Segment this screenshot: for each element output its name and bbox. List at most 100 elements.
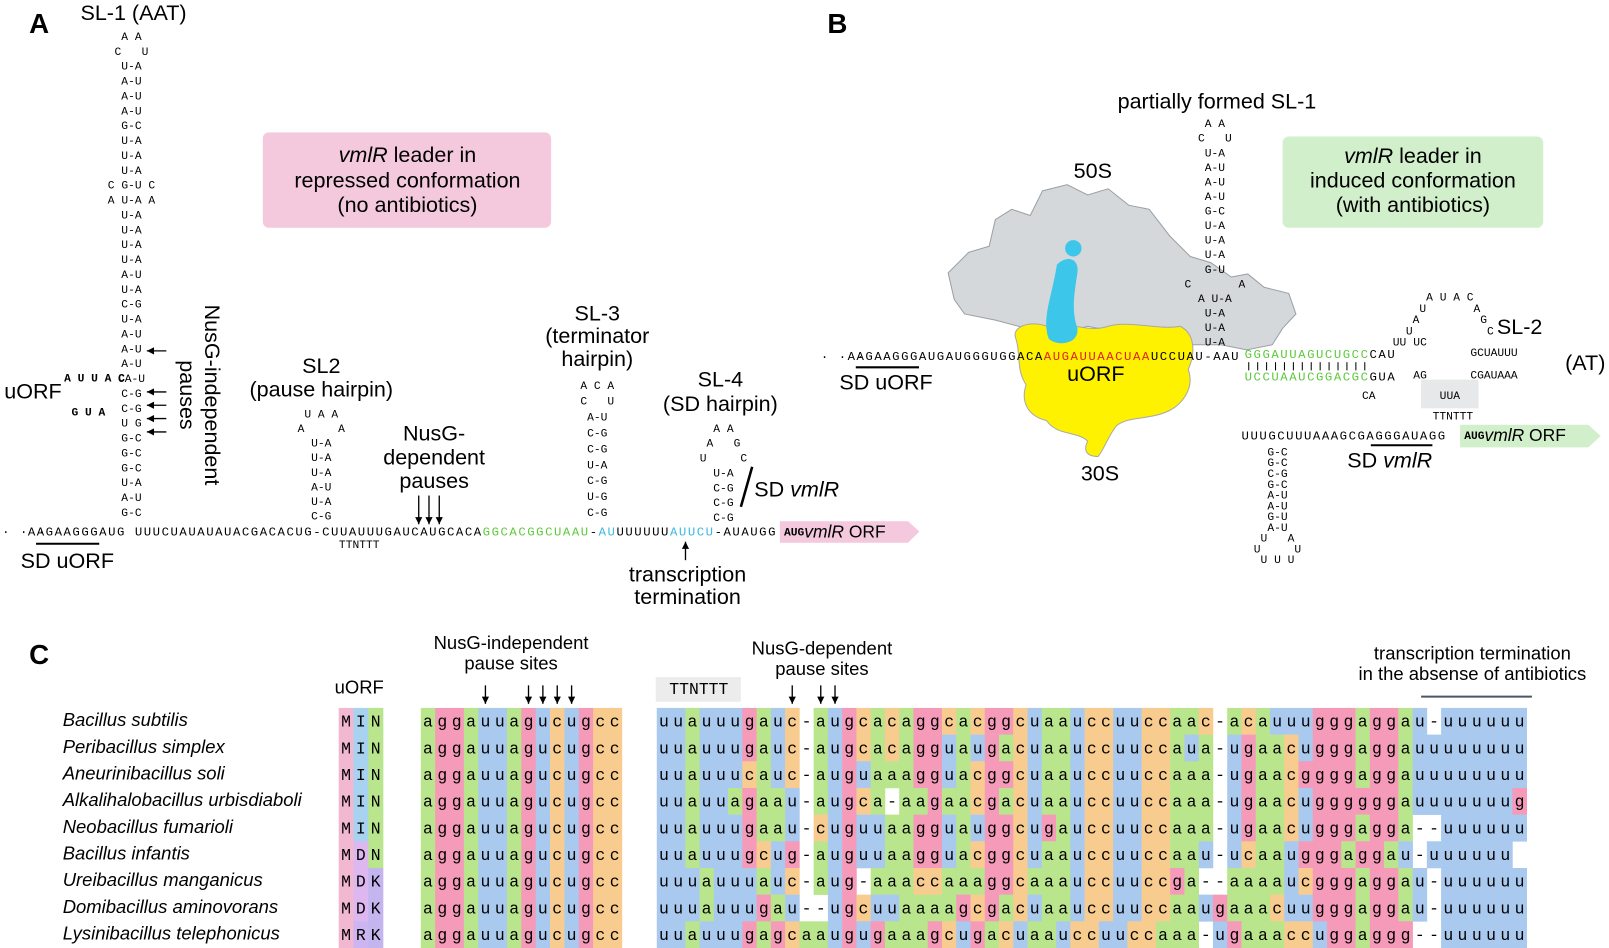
- alignment-cell: [656, 761, 672, 789]
- alignment-row: MDK: [341, 873, 381, 892]
- orf-label-part: ORF: [844, 521, 886, 541]
- alignment-cell: [420, 734, 436, 762]
- alignment-cell: [870, 707, 886, 735]
- sequence-segment: AUGAUUAACUAA: [1044, 350, 1151, 364]
- sd-label-part: vmlR: [790, 477, 839, 501]
- alignment-cell: [1327, 734, 1342, 762]
- alignment-cell: [463, 761, 479, 789]
- alignment-cell: [535, 867, 551, 895]
- alignment-cell: [1127, 787, 1142, 815]
- alignment-cell: [1155, 867, 1171, 895]
- alignment-cell: [1255, 787, 1271, 815]
- alignment-cell: [1284, 841, 1299, 869]
- alignment-cell: [1312, 867, 1328, 895]
- alignment-cell: [1455, 814, 1470, 842]
- alignment-cell: [956, 734, 971, 762]
- alignment-cell: [1170, 841, 1185, 869]
- alignment-row: uuauuagaau-augca-aagaacgacuaauccuuccaaa-…: [659, 793, 1525, 812]
- alignment-cell: [970, 921, 986, 948]
- alignment-cell: [478, 921, 493, 948]
- alignment-cell: [884, 921, 900, 948]
- alignment-cell: [1327, 707, 1342, 735]
- alignment-cell: [1113, 761, 1128, 789]
- alignment-cell: [927, 867, 943, 895]
- alignment-cell: [1227, 814, 1242, 842]
- alignment-cell: [1498, 734, 1513, 762]
- sd-label: SD vmlR: [754, 477, 839, 501]
- alignment-cell: [756, 841, 772, 869]
- alignment-cell: [1398, 707, 1413, 735]
- alignment-row: MIN: [341, 713, 380, 732]
- alignment-cell: [1269, 921, 1285, 948]
- alignment-cell: [1170, 707, 1185, 735]
- alignment-cell: [1041, 867, 1057, 895]
- alignment-row: uuauuugauc-augcacaggcacggcuaauccuuccaac-…: [659, 713, 1525, 732]
- alignment-cell: [1198, 734, 1214, 762]
- alignment-cell: [1141, 921, 1157, 948]
- alignment-cell: [1398, 894, 1413, 922]
- alignment-cell: [1013, 921, 1028, 948]
- alignment-cell: [1483, 787, 1499, 815]
- alignment-cell: [970, 841, 986, 869]
- alignment-cell: [956, 921, 971, 948]
- orf-label: AUGvmlR ORF: [784, 521, 886, 541]
- alignment-cell: [1355, 867, 1371, 895]
- alignment-cell: [756, 921, 772, 948]
- alignment-cell: [338, 841, 354, 869]
- orf-label-part: AUG: [784, 527, 805, 539]
- box-text-part: vmlR: [339, 143, 388, 167]
- arrow-head: [146, 428, 155, 436]
- sl2-bulge: UUA: [1440, 391, 1461, 403]
- alignment-cell: [1113, 894, 1128, 922]
- alignment-cell: [927, 894, 943, 922]
- alignment-cell: [1070, 841, 1085, 869]
- alignment-cell: [813, 867, 829, 895]
- alignment-cell: [1312, 707, 1328, 735]
- alignment-cell: [478, 787, 493, 815]
- alignment-cell: [463, 787, 479, 815]
- sl1-line: G-C: [121, 463, 142, 475]
- alignment-cell: [1013, 707, 1028, 735]
- alignment-cell: [1141, 894, 1157, 922]
- alignment-cell: [913, 921, 929, 948]
- alignment-cell: [1084, 787, 1100, 815]
- sl1-line: U-A: [1205, 338, 1226, 350]
- alignment-cell: [1070, 761, 1085, 789]
- sd-label: SD uORF: [839, 370, 932, 394]
- alignment-cell: [884, 761, 900, 789]
- alignment-cell: [941, 814, 957, 842]
- alignment-cell: [941, 734, 957, 762]
- alignment-cell: [420, 707, 436, 735]
- alignment-cell: [685, 787, 700, 815]
- sl4-line: C-G: [713, 483, 734, 495]
- sl1-line: U-A: [121, 255, 142, 267]
- column-header: transcription termination: [1374, 642, 1571, 663]
- ellipsis: · · ·: [2, 526, 47, 540]
- alignment-cell: [506, 921, 522, 948]
- sl1-line: A-U: [121, 91, 141, 103]
- sl3-line: C U: [580, 397, 614, 409]
- arrow-head: [481, 696, 490, 704]
- alignment-cell: [913, 707, 929, 735]
- alignment-cell: [521, 814, 537, 842]
- alignment-cell: [1483, 761, 1499, 789]
- alignment-cell: [1284, 761, 1299, 789]
- alignment-cell: [884, 841, 900, 869]
- alignment-cell: [941, 841, 957, 869]
- repressed-box: [262, 132, 552, 228]
- alignment-cell: [1041, 787, 1057, 815]
- alignment-cell: [449, 707, 465, 735]
- alignment-cell: [671, 787, 686, 815]
- alignment-cell: [1027, 707, 1043, 735]
- alignment-cell: [1298, 734, 1314, 762]
- alignment-cell: [449, 921, 465, 948]
- alignment-cell: [1255, 921, 1271, 948]
- alignment-cell: [1341, 787, 1356, 815]
- alignment-cell: [1469, 814, 1485, 842]
- alignment-cell: [1269, 734, 1285, 762]
- sd-hairpin-line: G-C: [1267, 458, 1288, 470]
- alignment-cell: [999, 814, 1014, 842]
- alignment-cell: [785, 921, 800, 948]
- alignment-cell: [856, 761, 871, 789]
- alignment-cell: [1412, 787, 1428, 815]
